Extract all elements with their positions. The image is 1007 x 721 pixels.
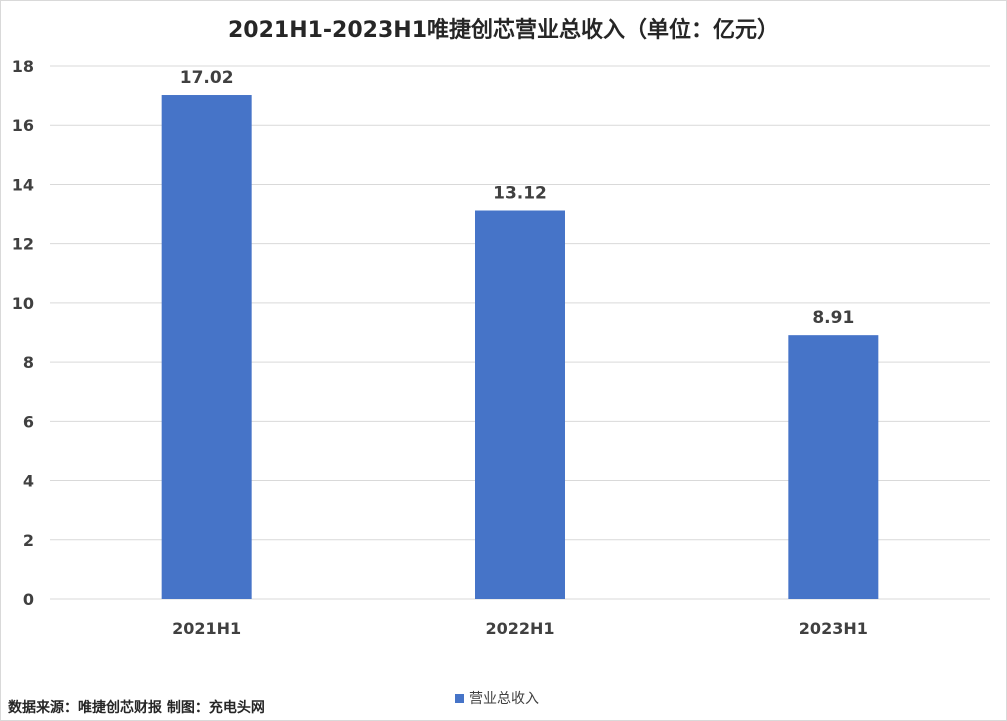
data-label: 13.12	[493, 184, 547, 204]
bars	[161, 95, 879, 599]
y-tick-label: 10	[12, 294, 34, 313]
source-note: 数据来源：唯捷创芯财报 制图：充电头网	[8, 700, 265, 716]
y-tick-label: 18	[12, 57, 34, 76]
bar-2021H1	[161, 95, 252, 599]
x-tick-label: 2023H1	[799, 619, 868, 638]
y-axis-ticks: 0 2 4 6 8 10 12 14 16 18	[12, 57, 34, 609]
data-label: 8.91	[812, 308, 854, 328]
x-axis-ticks: 2021H1 2022H1 2023H1	[172, 619, 868, 638]
y-tick-label: 6	[23, 412, 34, 431]
data-labels: 17.02 13.12 8.91	[180, 68, 855, 328]
data-label: 17.02	[180, 68, 234, 88]
legend-label: 营业总收入	[469, 691, 539, 707]
y-tick-label: 0	[23, 590, 34, 609]
legend: 营业总收入	[455, 688, 539, 708]
bar-2023H1	[788, 335, 879, 599]
bar-2022H1	[475, 210, 565, 599]
y-tick-label: 4	[23, 472, 34, 491]
x-tick-label: 2021H1	[172, 619, 241, 638]
chart-title: 2021H1-2023H1唯捷创芯营业总收入（单位：亿元）	[227, 18, 780, 43]
y-tick-label: 16	[12, 116, 34, 135]
x-tick-label: 2022H1	[485, 619, 554, 638]
y-tick-label: 14	[12, 175, 34, 194]
y-tick-label: 2	[23, 531, 34, 550]
legend-swatch	[455, 693, 464, 703]
y-tick-label: 12	[12, 235, 34, 254]
y-tick-label: 8	[23, 353, 34, 372]
